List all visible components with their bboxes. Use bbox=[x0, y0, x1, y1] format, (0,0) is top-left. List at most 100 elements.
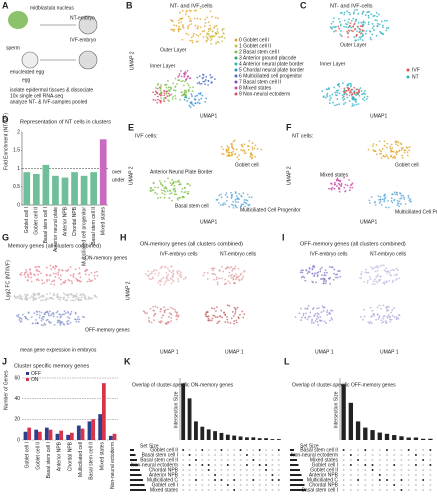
cell-dot bbox=[234, 265, 237, 268]
cell-dot bbox=[221, 152, 224, 155]
cell-dot bbox=[328, 187, 330, 190]
cell-dot bbox=[326, 311, 328, 313]
matrix-dot bbox=[414, 449, 417, 451]
matrix-dot bbox=[349, 459, 352, 461]
cell-dot bbox=[385, 153, 388, 156]
set-bar bbox=[130, 449, 134, 451]
matrix-dot bbox=[371, 459, 374, 461]
cell-dot bbox=[313, 266, 316, 269]
cell-dot bbox=[74, 299, 77, 302]
cell-dot bbox=[235, 321, 238, 324]
cell-dot bbox=[170, 184, 173, 187]
cell-dot bbox=[340, 35, 343, 37]
cell-dot bbox=[339, 33, 342, 36]
cell-dot bbox=[211, 15, 214, 18]
cell-dot bbox=[377, 318, 380, 320]
cell-dot bbox=[362, 20, 365, 23]
matrix-dot bbox=[245, 459, 248, 461]
cell-dot bbox=[245, 199, 248, 201]
cell-dot bbox=[45, 297, 48, 300]
cell-dot bbox=[389, 320, 392, 323]
matrix-dot bbox=[393, 489, 396, 491]
cell-dot bbox=[335, 25, 337, 28]
matrix-dot bbox=[265, 454, 268, 456]
label: NT cells: bbox=[292, 133, 314, 139]
cell-dot bbox=[222, 32, 225, 35]
cell-dot bbox=[89, 297, 92, 299]
label: sperm bbox=[6, 45, 20, 51]
cell-dot bbox=[311, 318, 314, 321]
cell-dot bbox=[53, 323, 56, 326]
cell-dot bbox=[197, 35, 200, 37]
cell-dot bbox=[179, 98, 182, 101]
matrix-dot bbox=[207, 449, 210, 451]
cell-dot bbox=[233, 306, 236, 309]
cell-dot bbox=[372, 25, 375, 28]
matrix-dot bbox=[429, 489, 432, 491]
cell-dot bbox=[362, 318, 365, 321]
matrix-dot bbox=[429, 464, 432, 466]
cell-dot bbox=[370, 13, 373, 16]
cell-dot bbox=[301, 271, 304, 274]
matrix-dot bbox=[386, 479, 388, 481]
cell-dot bbox=[364, 21, 366, 24]
cell-dot bbox=[217, 201, 220, 204]
cell-dot bbox=[394, 157, 396, 159]
cell-dot bbox=[196, 27, 199, 29]
label: Goblet cell I bbox=[152, 482, 178, 488]
cell-dot bbox=[177, 79, 180, 82]
cell-dot bbox=[323, 320, 326, 323]
cell-dot bbox=[199, 82, 201, 85]
bar bbox=[232, 435, 237, 440]
cell-dot bbox=[353, 11, 355, 14]
cell-dot bbox=[345, 89, 348, 92]
cell-dot bbox=[317, 271, 320, 274]
cell-dot bbox=[253, 147, 256, 150]
label: IVF-embryo cells bbox=[310, 251, 348, 257]
label: Goblet cell II bbox=[310, 467, 338, 473]
matrix-dot bbox=[277, 469, 280, 471]
cell-dot bbox=[368, 322, 371, 325]
cell-dot bbox=[373, 14, 376, 17]
matrix-dot bbox=[407, 474, 410, 476]
cell-dot bbox=[38, 270, 41, 273]
matrix-dot bbox=[226, 459, 229, 461]
cell-dot bbox=[25, 295, 27, 298]
bar bbox=[238, 436, 243, 440]
cell-dot bbox=[39, 272, 42, 275]
label: Mixed states bbox=[320, 172, 349, 178]
cell-dot bbox=[397, 269, 399, 271]
cell-dot bbox=[330, 188, 333, 191]
cell-dot bbox=[372, 15, 375, 17]
cell-dot bbox=[53, 267, 56, 270]
matrix-dot bbox=[349, 479, 352, 481]
matrix-dot bbox=[194, 464, 197, 466]
cell-dot bbox=[353, 90, 356, 93]
matrix-dot bbox=[393, 464, 396, 466]
label: Set Size bbox=[140, 443, 159, 449]
cell-dot bbox=[155, 269, 158, 272]
cell-dot bbox=[144, 312, 147, 315]
cell-dot bbox=[353, 9, 356, 11]
cell-dot bbox=[160, 189, 163, 192]
matrix-dot bbox=[342, 474, 345, 476]
matrix-dot bbox=[422, 479, 425, 481]
cell-dot bbox=[180, 75, 183, 78]
matrix-dot bbox=[233, 454, 236, 456]
cell-dot bbox=[231, 269, 234, 272]
bar bbox=[38, 431, 42, 440]
set-bar bbox=[290, 469, 300, 471]
bar bbox=[66, 434, 70, 440]
cell-dot bbox=[46, 311, 49, 314]
bar bbox=[363, 427, 368, 440]
cell-dot bbox=[32, 273, 35, 276]
matrix-dot bbox=[194, 474, 197, 476]
cell-dot bbox=[241, 310, 244, 313]
cell-dot bbox=[231, 152, 233, 155]
cell-dot bbox=[325, 280, 328, 283]
cell-dot bbox=[46, 280, 48, 283]
cell-dot bbox=[311, 308, 314, 311]
matrix-dot bbox=[201, 449, 204, 451]
cell-dot bbox=[382, 317, 385, 320]
